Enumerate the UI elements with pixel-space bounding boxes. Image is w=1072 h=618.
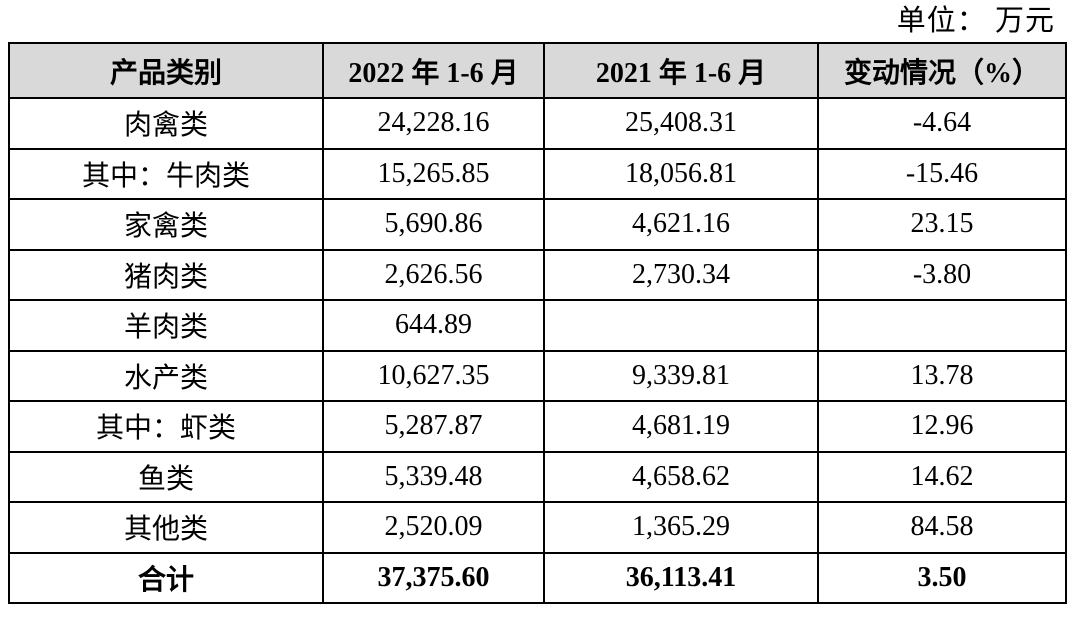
cell-2022: 24,228.16 [322,97,545,150]
header-change-percent: 变动情况（%） [817,42,1067,99]
cell-category: 其他类 [8,501,324,554]
cell-2022: 5,287.87 [322,400,545,453]
cell-category: 猪肉类 [8,248,324,301]
cell-change: 12.96 [817,400,1067,453]
cell-2021: 36,113.41 [543,551,819,604]
table-row: 羊肉类 644.89 [8,299,1067,352]
table-row: 家禽类 5,690.86 4,621.16 23.15 [8,198,1067,251]
cell-2022: 5,690.86 [322,198,545,251]
table-row: 水产类 10,627.35 9,339.81 13.78 [8,349,1067,402]
cell-2021: 18,056.81 [543,147,819,200]
cell-2021: 1,365.29 [543,501,819,554]
table-row: 其他类 2,520.09 1,365.29 84.58 [8,501,1067,554]
cell-2022: 2,626.56 [322,248,545,301]
cell-category: 合计 [8,551,324,604]
cell-change [817,299,1067,352]
cell-2021: 4,681.19 [543,400,819,453]
cell-change: 13.78 [817,349,1067,402]
table-row: 其中：虾类 5,287.87 4,681.19 12.96 [8,400,1067,453]
cell-category: 其中：牛肉类 [8,147,324,200]
cell-2022: 2,520.09 [322,501,545,554]
cell-2022: 15,265.85 [322,147,545,200]
cell-change: 14.62 [817,450,1067,503]
table-row: 猪肉类 2,626.56 2,730.34 -3.80 [8,248,1067,301]
table-row-total: 合计 37,375.60 36,113.41 3.50 [8,551,1067,604]
cell-category: 肉禽类 [8,97,324,150]
cell-change: 3.50 [817,551,1067,604]
cell-2022: 5,339.48 [322,450,545,503]
header-product-category: 产品类别 [8,42,324,99]
cell-2021: 9,339.81 [543,349,819,402]
table-row: 鱼类 5,339.48 4,658.62 14.62 [8,450,1067,503]
cell-category: 其中：虾类 [8,400,324,453]
cell-category: 羊肉类 [8,299,324,352]
cell-2021: 4,621.16 [543,198,819,251]
cell-change: -3.80 [817,248,1067,301]
header-2022-h1: 2022 年 1-6 月 [322,42,545,99]
cell-change: -4.64 [817,97,1067,150]
table-row: 其中：牛肉类 15,265.85 18,056.81 -15.46 [8,147,1067,200]
cell-2021: 25,408.31 [543,97,819,150]
cell-2022: 37,375.60 [322,551,545,604]
cell-change: -15.46 [817,147,1067,200]
cell-2021 [543,299,819,352]
cell-2022: 10,627.35 [322,349,545,402]
cell-change: 23.15 [817,198,1067,251]
header-2021-h1: 2021 年 1-6 月 [543,42,819,99]
unit-label: 单位： 万元 [896,5,1055,37]
cell-change: 84.58 [817,501,1067,554]
product-revenue-table: 产品类别 2022 年 1-6 月 2021 年 1-6 月 变动情况（%） 肉… [8,42,1067,604]
cell-category: 水产类 [8,349,324,402]
cell-2022: 644.89 [322,299,545,352]
table-row: 肉禽类 24,228.16 25,408.31 -4.64 [8,97,1067,150]
cell-2021: 4,658.62 [543,450,819,503]
cell-category: 家禽类 [8,198,324,251]
cell-category: 鱼类 [8,450,324,503]
table-header-row: 产品类别 2022 年 1-6 月 2021 年 1-6 月 变动情况（%） [8,42,1067,99]
cell-2021: 2,730.34 [543,248,819,301]
